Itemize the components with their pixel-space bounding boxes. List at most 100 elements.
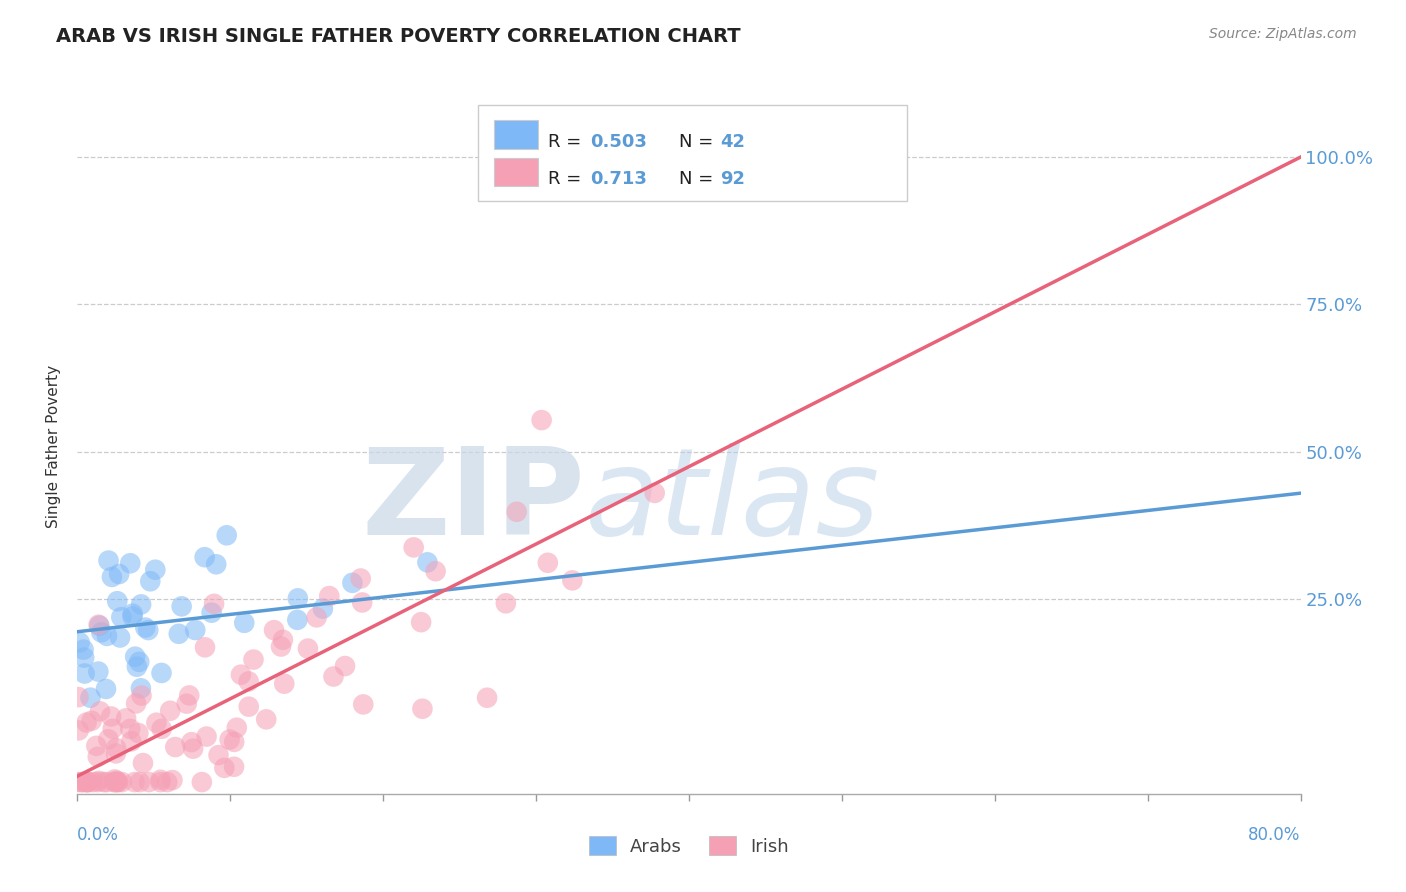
Point [194,550,217,565]
Point [170,599,193,614]
Point [101,722,124,736]
Point [530,413,553,427]
Point [312,601,335,615]
Point [271,632,294,647]
Text: ZIP: ZIP [361,443,585,560]
Point [134,621,156,635]
Point [333,659,356,673]
Point [105,594,128,608]
Point [150,722,173,736]
Point [111,775,134,789]
Point [76,715,98,730]
Point [537,556,560,570]
Point [129,681,152,696]
Point [67,690,90,705]
Point [156,775,179,789]
Point [176,697,198,711]
Point [129,598,152,612]
Point [76,775,98,789]
Point [93,775,115,789]
Point [70,775,93,789]
Point [273,676,295,690]
Point [138,775,160,789]
Text: ARAB VS IRISH SINGLE FATHER POVERTY CORRELATION CHART: ARAB VS IRISH SINGLE FATHER POVERTY CORR… [56,27,741,45]
Point [110,610,132,624]
Point [87,665,110,679]
Point [124,649,146,664]
Point [90,625,112,640]
Point [105,741,128,756]
Point [125,659,148,673]
Point [136,623,159,637]
Point [77,775,100,789]
Point [159,704,181,718]
Point [87,749,110,764]
Point [115,711,138,725]
Point [132,756,155,770]
Point [128,775,150,789]
Point [107,775,129,789]
Point [224,735,246,749]
Point [254,712,277,726]
Text: 42: 42 [720,133,745,151]
Point [425,564,447,578]
Point [270,640,292,654]
Point [108,567,131,582]
Point [287,591,309,606]
Text: N =: N = [679,133,718,151]
Point [350,572,373,586]
Point [214,761,236,775]
Point [561,574,583,588]
Point [143,563,166,577]
Text: 0.713: 0.713 [591,170,647,188]
Point [162,773,184,788]
Text: Source: ZipAtlas.com: Source: ZipAtlas.com [1209,27,1357,41]
Point [181,741,204,756]
Text: R =: R = [548,133,588,151]
Point [86,775,108,789]
Point [131,689,153,703]
Point [207,748,229,763]
Point [180,735,202,749]
Point [285,613,308,627]
Point [73,666,96,681]
Point [97,732,120,747]
Point [342,575,364,590]
Point [505,505,527,519]
Point [97,553,120,567]
Point [76,775,98,789]
Point [149,775,172,789]
Point [70,775,93,789]
Point [322,669,344,683]
Point [72,642,94,657]
Text: 92: 92 [720,170,745,188]
Point [644,486,666,500]
Point [69,635,91,649]
Point [108,631,131,645]
Point [105,773,128,788]
Y-axis label: Single Father Poverty: Single Father Poverty [45,365,60,527]
Point [139,574,162,589]
Point [80,714,103,728]
Point [104,747,127,761]
Point [96,775,118,789]
Point [297,641,319,656]
Point [411,702,433,716]
Point [495,596,517,610]
Point [127,726,149,740]
Text: 0.0%: 0.0% [77,826,120,845]
Point [89,704,111,718]
Point [225,721,247,735]
Point [103,775,125,789]
Point [149,772,172,787]
Point [229,667,252,681]
Point [475,690,498,705]
Point [120,722,142,736]
Point [416,555,439,569]
Point [218,732,240,747]
Point [82,775,104,789]
Point [238,674,260,689]
Point [100,709,122,723]
Point [222,760,245,774]
Point [79,690,101,705]
